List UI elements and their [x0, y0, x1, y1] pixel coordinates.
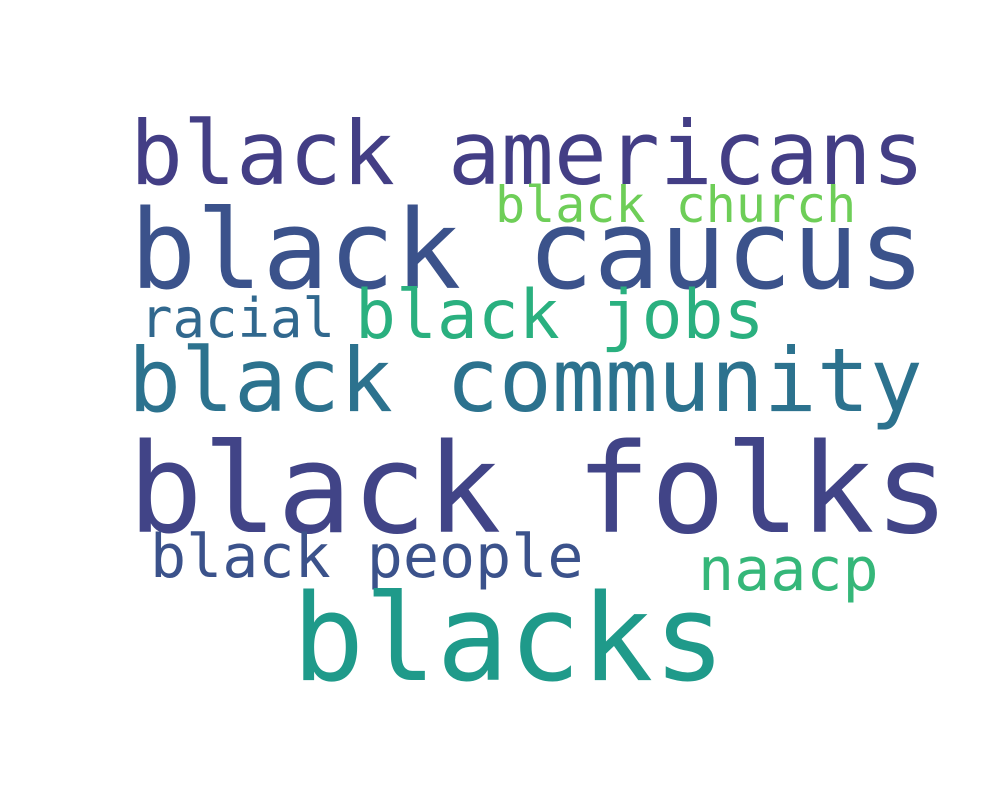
word-black-jobs: black jobs — [355, 276, 765, 355]
word-black-caucus: black caucus — [130, 186, 925, 314]
word-black-church: black church — [495, 176, 857, 234]
word-blacks: blacks — [292, 570, 726, 709]
word-black-americans: black americans — [130, 102, 925, 205]
word-black-people: black people — [150, 522, 584, 592]
word-black-community: black community — [128, 329, 923, 432]
word-black-folks: black folks — [128, 418, 950, 562]
word-naacp: naacp — [698, 535, 879, 605]
word-racial: racial — [140, 287, 336, 350]
